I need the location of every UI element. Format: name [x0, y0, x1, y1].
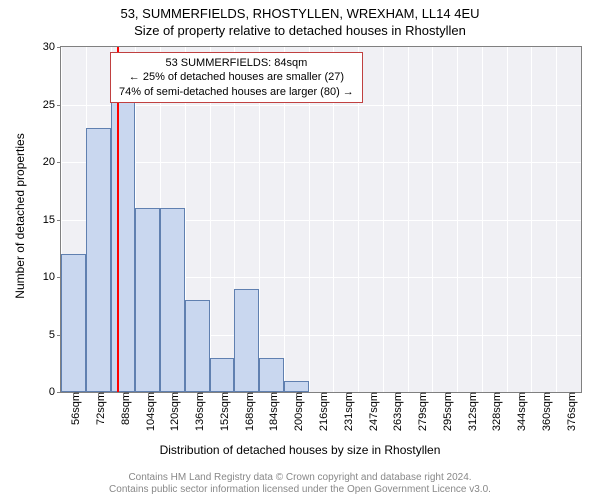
x-tick-mark [544, 392, 545, 396]
x-tick-mark [222, 392, 223, 396]
footer-line1: Contains HM Land Registry data © Crown c… [0, 472, 600, 484]
histogram-bar [185, 300, 210, 392]
x-tick-mark [73, 392, 74, 396]
x-tick-label: 168sqm [238, 392, 256, 431]
histogram-bar [259, 358, 284, 393]
x-tick-mark [271, 392, 272, 396]
x-tick-mark [470, 392, 471, 396]
annotation-line1: 53 SUMMERFIELDS: 84sqm [119, 56, 354, 70]
x-tick-mark [98, 392, 99, 396]
x-tick-mark [296, 392, 297, 396]
histogram-bar [234, 289, 259, 393]
x-tick-mark [395, 392, 396, 396]
x-tick-label: 184sqm [262, 392, 280, 431]
histogram-bar [111, 93, 136, 392]
x-tick-mark [371, 392, 372, 396]
x-tick-label: 216sqm [312, 392, 330, 431]
x-tick-mark [172, 392, 173, 396]
gridline [61, 105, 581, 106]
footer: Contains HM Land Registry data © Crown c… [0, 472, 600, 496]
x-tick-label: 328sqm [485, 392, 503, 431]
x-tick-mark [420, 392, 421, 396]
x-tick-label: 279sqm [411, 392, 429, 431]
x-tick-label: 136sqm [188, 392, 206, 431]
x-tick-label: 152sqm [213, 392, 231, 431]
y-tick-mark [57, 162, 61, 163]
x-tick-mark [321, 392, 322, 396]
chart-title: 53, SUMMERFIELDS, RHOSTYLLEN, WREXHAM, L… [0, 0, 600, 23]
x-tick-mark [197, 392, 198, 396]
y-tick-mark [57, 220, 61, 221]
footer-line2: Contains public sector information licen… [0, 484, 600, 496]
histogram-bar [86, 128, 111, 393]
x-tick-mark [346, 392, 347, 396]
x-axis-label: Distribution of detached houses by size … [0, 443, 600, 457]
gridline [61, 162, 581, 163]
x-tick-mark [247, 392, 248, 396]
x-tick-label: 56sqm [64, 392, 82, 425]
x-tick-label: 295sqm [436, 392, 454, 431]
x-tick-mark [494, 392, 495, 396]
histogram-bar [135, 208, 160, 392]
x-tick-label: 247sqm [362, 392, 380, 431]
x-tick-mark [445, 392, 446, 396]
x-tick-label: 231sqm [337, 392, 355, 431]
y-tick-mark [57, 105, 61, 106]
histogram-bar [61, 254, 86, 392]
annotation-line3: 74% of semi-detached houses are larger (… [119, 85, 354, 99]
x-tick-label: 376sqm [560, 392, 578, 431]
histogram-bar [160, 208, 185, 392]
annotation-box: 53 SUMMERFIELDS: 84sqm ← 25% of detached… [110, 52, 363, 103]
x-tick-label: 88sqm [114, 392, 132, 425]
x-tick-label: 263sqm [386, 392, 404, 431]
x-tick-label: 344sqm [510, 392, 528, 431]
chart-subtitle: Size of property relative to detached ho… [0, 23, 600, 40]
x-tick-label: 200sqm [287, 392, 305, 431]
y-tick-mark [57, 47, 61, 48]
x-tick-label: 360sqm [535, 392, 553, 431]
x-tick-mark [148, 392, 149, 396]
histogram-bar [284, 381, 309, 393]
x-tick-label: 72sqm [89, 392, 107, 425]
annotation-line2: ← 25% of detached houses are smaller (27… [119, 70, 354, 84]
y-axis-label: Number of detached properties [13, 66, 27, 366]
histogram-bar [210, 358, 235, 393]
x-tick-mark [569, 392, 570, 396]
x-tick-label: 104sqm [139, 392, 157, 431]
chart-container: 53, SUMMERFIELDS, RHOSTYLLEN, WREXHAM, L… [0, 0, 600, 500]
y-tick-mark [57, 392, 61, 393]
x-tick-mark [123, 392, 124, 396]
x-tick-mark [519, 392, 520, 396]
x-tick-label: 120sqm [163, 392, 181, 431]
x-tick-label: 312sqm [461, 392, 479, 431]
